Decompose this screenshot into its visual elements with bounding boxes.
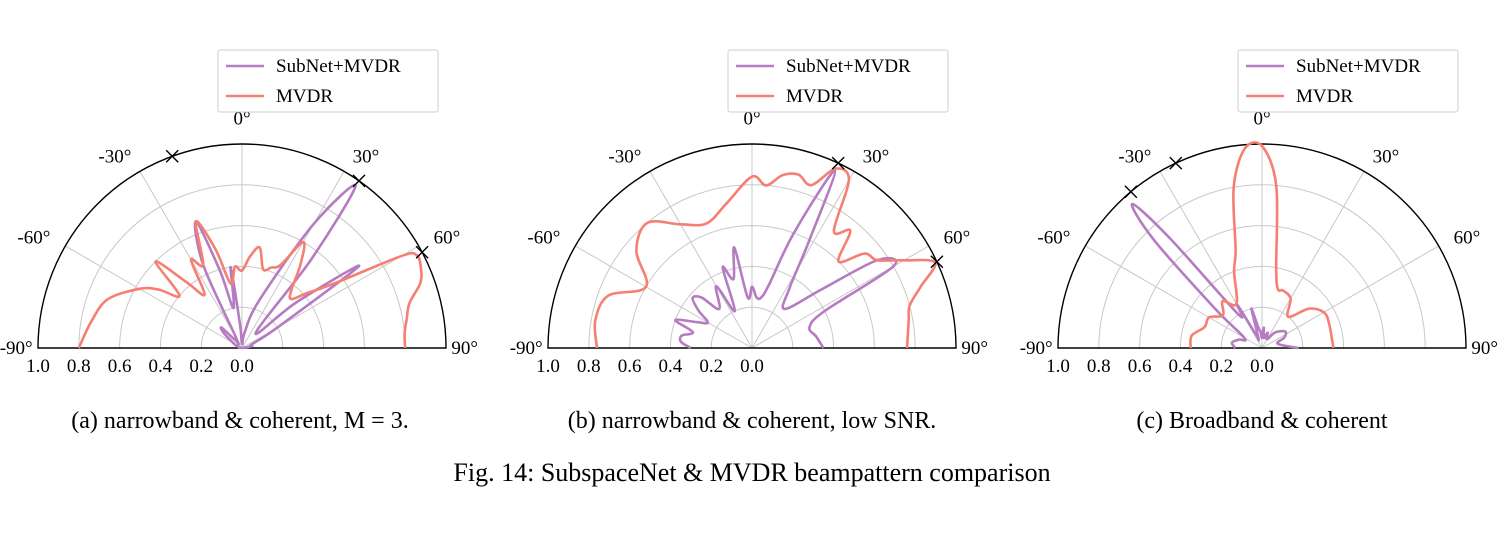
angular-grid-line <box>241 171 345 349</box>
subcaption-b: (b) narrowband & coherent, low SNR. <box>568 408 937 434</box>
angle-tick-label: 60° <box>944 227 971 248</box>
angle-tick-label: 90° <box>451 338 478 359</box>
angle-tick-label: -90° <box>0 338 33 359</box>
angle-tick-label: 90° <box>961 338 988 359</box>
legend-label: MVDR <box>786 86 843 107</box>
angle-tick-label: 0° <box>233 109 250 130</box>
series-line-mvdr <box>593 167 937 349</box>
radial-tick-label: 1.0 <box>1046 356 1070 377</box>
radial-tick-label: 0.2 <box>699 356 723 377</box>
angle-tick-label: -30° <box>98 146 131 167</box>
source-marker <box>352 174 366 188</box>
legend-label: MVDR <box>276 86 333 107</box>
series-line-subnet-mvdr <box>673 169 898 350</box>
angle-tick-label: 30° <box>1373 146 1400 167</box>
radial-tick-label: 0.2 <box>189 356 213 377</box>
angle-tick-label: 60° <box>434 227 461 248</box>
angular-grid-line <box>575 245 753 349</box>
angular-grid-line <box>1261 171 1365 349</box>
angle-tick-label: -30° <box>1118 146 1151 167</box>
radial-tick-label: 0.8 <box>67 356 91 377</box>
angle-tick-label: 30° <box>353 146 380 167</box>
legend-label: MVDR <box>1296 86 1353 107</box>
angular-grid-line <box>751 171 855 349</box>
radial-tick-label: 0.8 <box>1087 356 1111 377</box>
source-marker <box>1169 156 1183 170</box>
angle-tick-label: 90° <box>1471 338 1498 359</box>
legend-label: SubNet+MVDR <box>1296 56 1421 77</box>
legend-label: SubNet+MVDR <box>786 56 911 77</box>
legend-box <box>727 49 949 113</box>
radial-tick-label: 0.0 <box>230 356 254 377</box>
angular-grid-line <box>649 171 753 349</box>
series-line-subnet-mvdr <box>1130 202 1299 350</box>
polar-chart-b: -90° -60° -30° 0° 30° 60° 90° 1.0 0.8 0.6 0.4 0.2 0.… <box>510 49 988 377</box>
polar-chart-c: -90° -60° -30° 0° 30° 60° 90° 1.0 0.8 0.6 0.4 0.2 0.… <box>1020 49 1498 377</box>
angle-tick-label: 30° <box>863 146 890 167</box>
source-marker <box>831 156 845 170</box>
source-marker <box>1124 185 1138 199</box>
angle-tick-label: 60° <box>1454 227 1481 248</box>
subcaption-a: (a) narrowband & coherent, M = 3. <box>71 408 408 434</box>
polar-frame <box>1057 143 1467 349</box>
radial-tick-label: 0.8 <box>577 356 601 377</box>
radial-tick-label: 0.6 <box>618 356 642 377</box>
radial-tick-label: 0.4 <box>659 356 683 377</box>
angular-grid-line <box>65 245 243 349</box>
radial-tick-label: 0.0 <box>1250 356 1274 377</box>
radial-tick-label: 1.0 <box>536 356 560 377</box>
subcaption-c: (c) Broadband & coherent <box>1136 408 1388 434</box>
angular-grid-line <box>1085 245 1263 349</box>
radial-tick-label: 0.6 <box>1128 356 1152 377</box>
angle-tick-label: -60° <box>1037 227 1070 248</box>
legend-box <box>217 49 439 113</box>
source-marker <box>165 149 179 163</box>
source-marker <box>930 255 944 269</box>
radial-tick-label: 0.2 <box>1209 356 1233 377</box>
legend-label: SubNet+MVDR <box>276 56 401 77</box>
radial-tick-label: 0.4 <box>149 356 173 377</box>
angular-grid-line <box>1261 245 1439 349</box>
legend-box <box>1237 49 1459 113</box>
series-line-subnet-mvdr <box>193 183 361 350</box>
angle-tick-label: -60° <box>17 227 50 248</box>
polar-frame <box>37 143 447 349</box>
angular-grid-line <box>751 245 929 349</box>
source-marker <box>415 245 429 259</box>
polar-chart-a: -90° -60° -30° 0° 30° 60° 90° 1.0 0.8 0.6 0.4 0.2 0.… <box>0 49 478 377</box>
radial-tick-label: 0.6 <box>108 356 132 377</box>
angle-tick-label: -30° <box>608 146 641 167</box>
series-line-mvdr <box>77 220 423 349</box>
angle-tick-label: -60° <box>527 227 560 248</box>
radial-tick-label: 1.0 <box>26 356 50 377</box>
angle-tick-label: -90° <box>1020 338 1053 359</box>
radial-tick-label: 0.0 <box>740 356 764 377</box>
angle-tick-label: 0° <box>1253 109 1270 130</box>
series-line-mvdr <box>1189 141 1335 349</box>
angle-tick-label: -90° <box>510 338 543 359</box>
figure-caption: Fig. 14: SubspaceNet & MVDR beampattern … <box>453 458 1050 487</box>
radial-tick-label: 0.4 <box>1169 356 1193 377</box>
angle-tick-label: 0° <box>743 109 760 130</box>
